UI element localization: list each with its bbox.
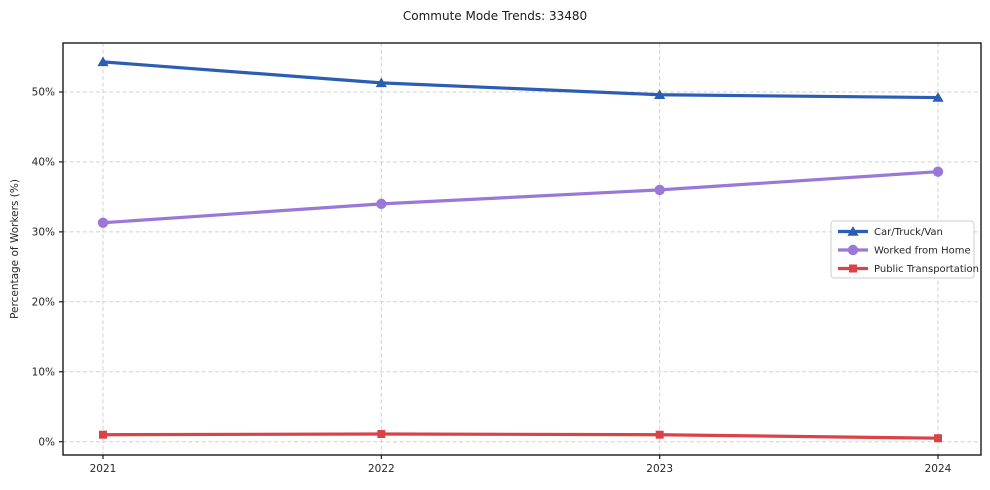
series-line-worked-from-home — [101, 170, 940, 225]
series-line-public-transportation — [101, 432, 940, 440]
y-tick-label: 30% — [32, 226, 55, 238]
series-marker-worked-from-home — [97, 217, 109, 228]
y-tick-label: 10% — [32, 366, 55, 378]
x-tick-label: 2021 — [90, 463, 117, 475]
series-marker-public-transportation — [655, 430, 664, 439]
y-tick-label: 20% — [32, 296, 55, 308]
series-marker-car-truck-van — [375, 77, 387, 88]
x-tick-label: 2022 — [368, 463, 395, 475]
series-marker-car-truck-van — [97, 56, 109, 67]
series-marker-worked-from-home — [376, 198, 387, 210]
legend-label-public-transportation: Public Transportation — [874, 264, 979, 275]
plot-border — [62, 42, 982, 456]
series-marker-worked-from-home — [654, 184, 665, 196]
series-marker-car-truck-van — [932, 92, 944, 102]
x-tick-label: 2024 — [925, 463, 952, 475]
y-tick-label: 50% — [32, 87, 55, 99]
legend-box — [830, 220, 975, 279]
y-tick-label: 0% — [38, 436, 55, 448]
legend-label-car-truck-van: Car/Truck/Van — [874, 227, 943, 238]
series-marker-public-transportation — [377, 430, 386, 439]
legend-marker-public-transportation — [849, 264, 857, 273]
chart-title: Commute Mode Trends: 33480 — [402, 9, 588, 23]
series-marker-public-transportation — [99, 430, 107, 439]
series-marker-public-transportation — [934, 434, 942, 443]
series-marker-worked-from-home — [932, 166, 944, 177]
y-tick-label: 40% — [32, 157, 55, 169]
legend-marker-worked-from-home — [847, 244, 859, 256]
legend-marker-car-truck-van — [847, 226, 859, 236]
x-tick-label: 2023 — [646, 463, 673, 475]
legend-label-worked-from-home: Worked from Home — [874, 246, 971, 257]
series-marker-car-truck-van — [654, 89, 666, 99]
series-line-car-truck-van — [101, 60, 940, 100]
